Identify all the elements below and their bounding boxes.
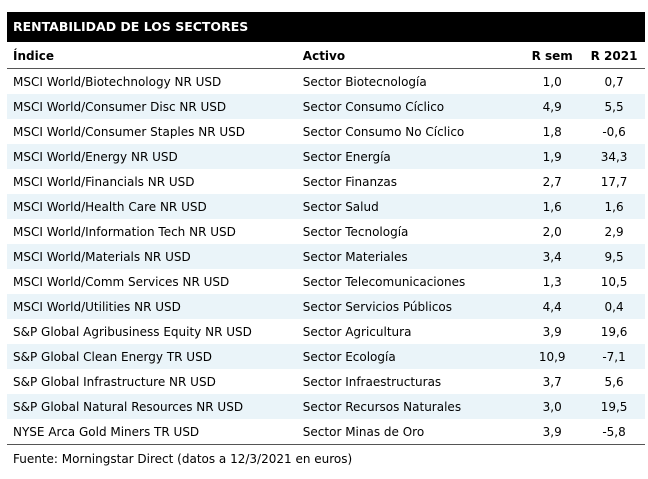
table-cell: 1,9 — [521, 144, 584, 169]
table-cell: 17,7 — [600, 174, 628, 189]
table-cell: MSCI World/Energy NR USD — [7, 144, 303, 169]
table-cell: 9,5 — [583, 244, 645, 269]
table-cell: 2,7 — [542, 174, 562, 189]
table-cell: 5,5 — [583, 94, 645, 119]
table-cell: MSCI World/Biotechnology NR USD — [13, 74, 222, 89]
table-row: MSCI World/Energy NR USD Sector Energía 1,… — [7, 144, 645, 169]
table-cell: MSCI World/Utilities NR USD — [7, 294, 303, 319]
table-row: NYSE Arca Gold Miners TR USD Sector Minas… — [7, 419, 645, 445]
table-cell: Sector Consumo Cíclico — [302, 94, 522, 119]
table-body: MSCI World/Biotechnology NR USD Sector Bi… — [7, 69, 645, 445]
header-row: Índice Activo R sem R 2021 — [7, 44, 645, 69]
table-cell: 1,6 — [521, 194, 584, 219]
table-row: MSCI World/Health Care NR USD Sector Salu… — [7, 194, 645, 219]
table-row: MSCI World/Utilities NR USD Sector Servic… — [7, 294, 645, 319]
table-row: MSCI World/Comm Services NR USD Sector Te… — [7, 269, 645, 294]
table-cell: 19,5 — [583, 394, 645, 419]
table-row: MSCI World/Information Tech NR USD Sector… — [7, 219, 645, 244]
header-cell: R sem — [521, 44, 584, 69]
table-cell: Sector Consumo No Cíclico — [302, 124, 465, 139]
table-cell: MSCI World/Health Care NR USD — [7, 194, 303, 219]
table-cell: 2,0 — [542, 224, 562, 239]
table-cell: MSCI World/Comm Services NR USD — [13, 274, 230, 289]
table-cell: Sector Ecología — [302, 344, 522, 369]
table-row: MSCI World/Financials NR USD Sector Finan… — [7, 169, 645, 194]
table-cell: Sector Biotecnología — [302, 74, 427, 89]
table-cell: 1,0 — [542, 74, 562, 89]
table-cell: 2,9 — [604, 224, 624, 239]
table-row: MSCI World/Biotechnology NR USD Sector Bi… — [7, 69, 645, 95]
table-cell: 3,9 — [521, 419, 584, 445]
table-row: S&P Global Clean Energy TR USD Sector Eco… — [7, 344, 645, 369]
table-cell: -5,8 — [583, 419, 645, 445]
table-cell: MSCI World/Information Tech NR USD — [13, 224, 236, 239]
footer: Fuente: Morningstar Direct (datos a 12/3… — [13, 452, 353, 466]
table-row: S&P Global Agribusiness Equity NR USD Sec… — [7, 319, 645, 344]
header-cell: Activo — [302, 44, 522, 69]
table-cell: Sector Salud — [302, 194, 522, 219]
table-cell: S&P Global Clean Energy TR USD — [7, 344, 303, 369]
table-cell: Sector Telecomunicaciones — [302, 274, 466, 289]
table-cell: Sector Minas de Oro — [302, 419, 522, 445]
table-cell: Sector Energía — [302, 144, 522, 169]
header-cell: Índice — [7, 44, 303, 69]
table-cell: MSCI World/Consumer Disc NR USD — [7, 94, 303, 119]
table-cell: S&P Global Infrastructure NR USD — [13, 374, 216, 389]
table-cell: 1,3 — [542, 274, 562, 289]
table-cell: 3,9 — [542, 324, 562, 339]
table-cell: 3,7 — [542, 374, 562, 389]
table-cell: Sector Infraestructuras — [302, 374, 442, 389]
table-cell: 1,8 — [542, 124, 562, 139]
header-cell: R 2021 — [583, 44, 645, 69]
table-row: S&P Global Infrastructure NR USD Sector I… — [7, 369, 645, 394]
table-cell: 5,6 — [604, 374, 624, 389]
table-cell: Sector Finanzas — [302, 174, 398, 189]
table-cell: 34,3 — [583, 144, 645, 169]
table-cell: Sector Agricultura — [302, 324, 412, 339]
table-cell: 1,6 — [583, 194, 645, 219]
table-cell: Sector Recursos Naturales — [302, 394, 522, 419]
table-cell: Sector Materiales — [302, 244, 522, 269]
table-cell: MSCI World/Consumer Staples NR USD — [13, 124, 245, 139]
table-cell: 0,7 — [604, 74, 624, 89]
table-cell: MSCI World/Financials NR USD — [13, 174, 195, 189]
table-cell: 3,4 — [521, 244, 584, 269]
table-cell: MSCI World/Materials NR USD — [7, 244, 303, 269]
table-row: MSCI World/Consumer Disc NR USD Sector Co… — [7, 94, 645, 119]
table-cell: 10,9 — [521, 344, 584, 369]
table-row: S&P Global Natural Resources NR USD Secto… — [7, 394, 645, 419]
table-row: MSCI World/Consumer Staples NR USD Sector… — [7, 119, 645, 144]
table-row: MSCI World/Materials NR USD Sector Materi… — [7, 244, 645, 269]
table-cell: Sector Tecnología — [302, 224, 409, 239]
table: Índice Activo R sem R 2021 MSCI World/Biote… — [7, 44, 645, 445]
table-cell: 10,5 — [600, 274, 628, 289]
table-cell: 4,9 — [521, 94, 584, 119]
table-cell: S&P Global Natural Resources NR USD — [7, 394, 303, 419]
table-cell: Sector Servicios Públicos — [302, 294, 522, 319]
table-cell: 3,0 — [521, 394, 584, 419]
table-cell: S&P Global Agribusiness Equity NR USD — [13, 324, 252, 339]
table-cell: -0,6 — [602, 124, 626, 139]
table-title: RENTABILIDAD DE LOS SECTORES — [7, 12, 645, 42]
table-cell: 4,4 — [521, 294, 584, 319]
table-cell: 0,4 — [583, 294, 645, 319]
table-cell: NYSE Arca Gold Miners TR USD — [7, 419, 303, 445]
table-cell: 19,6 — [600, 324, 628, 339]
table-cell: -7,1 — [583, 344, 645, 369]
